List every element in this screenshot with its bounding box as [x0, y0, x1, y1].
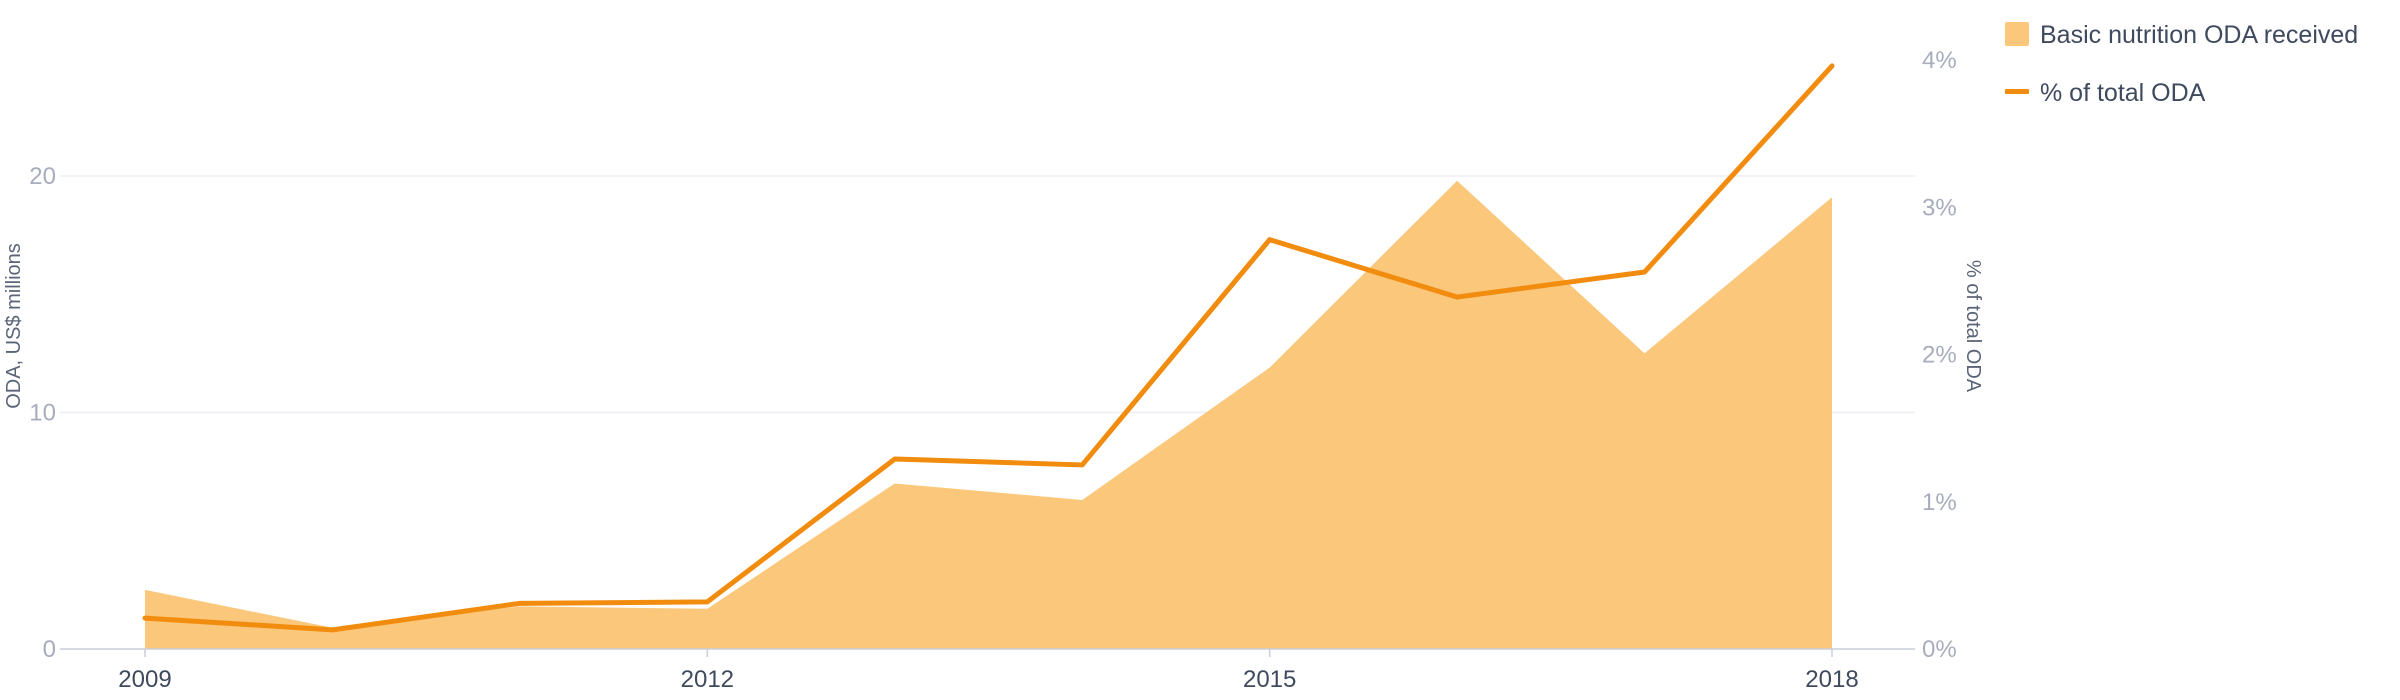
right-tick-label: 0% [1922, 636, 1957, 663]
area-basic-nutrition-oda [145, 180, 1832, 650]
left-tick-label: 10 [29, 400, 56, 427]
left-tick-label: 20 [29, 163, 56, 190]
left-axis-title: ODA, US$ millions [3, 243, 25, 409]
axes: 0 10 20 0% 1% 2% 3% 4% 2009 2012 2015 2018 [29, 47, 1956, 693]
line-percent-total-oda [142, 63, 1835, 633]
legend-swatch-area [2005, 22, 2029, 46]
area-series [145, 180, 1832, 650]
legend-label-area: Basic nutrition ODA received [2040, 21, 2358, 49]
legend-label-line: % of total ODA [2040, 79, 2206, 107]
left-tick-label: 0 [43, 636, 56, 663]
x-tick-label: 2015 [1243, 666, 1296, 693]
legend: Basic nutrition ODA received % of total … [2005, 21, 2358, 107]
right-tick-label: 1% [1922, 489, 1957, 516]
x-tick-label: 2018 [1805, 666, 1858, 693]
right-tick-label: 3% [1922, 194, 1957, 221]
line-series [142, 63, 1835, 633]
legend-swatch-line [2005, 89, 2029, 94]
right-tick-label: 4% [1922, 47, 1957, 74]
right-tick-label: 2% [1922, 342, 1957, 369]
x-tick-label: 2009 [118, 666, 171, 693]
x-tick-label: 2012 [681, 666, 734, 693]
right-axis-title: % of total ODA [1962, 260, 1984, 393]
